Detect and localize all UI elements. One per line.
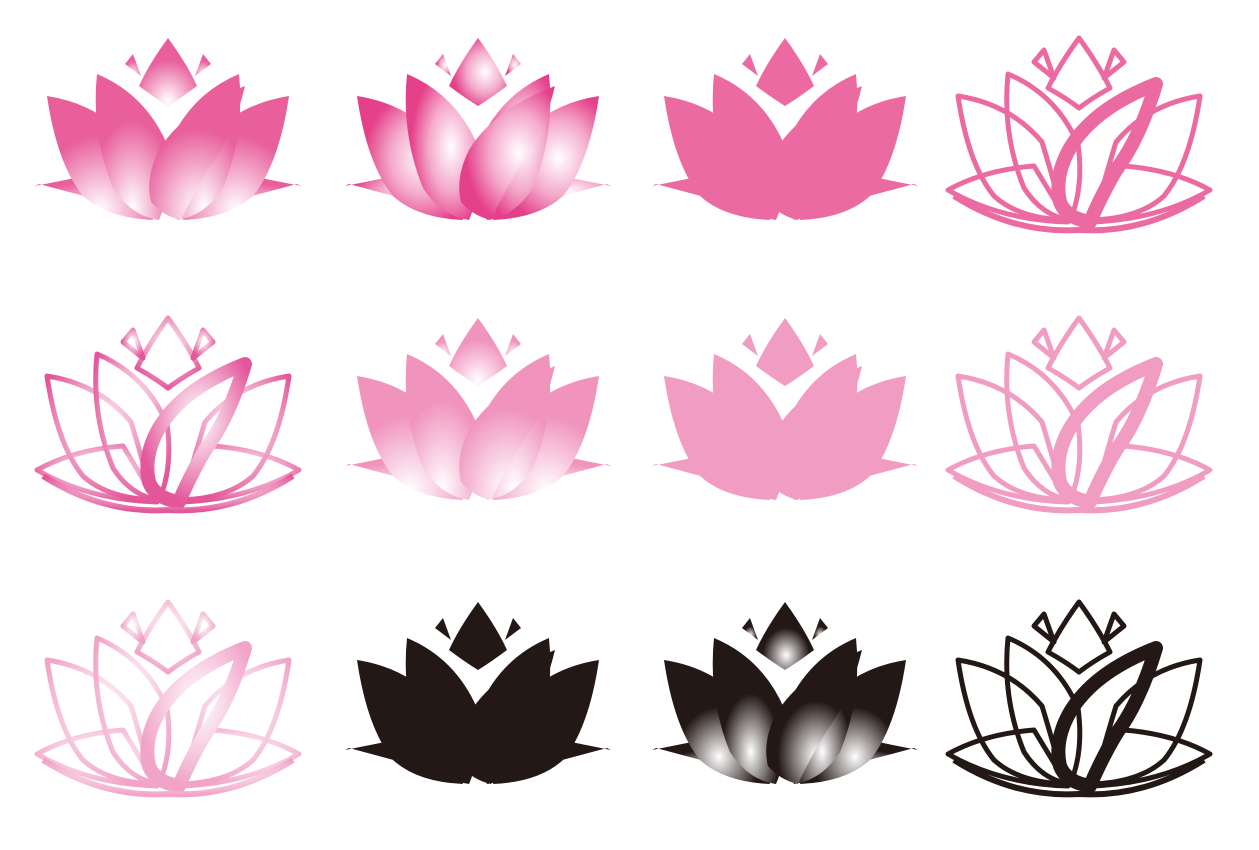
lotus-icon-gradient-center-glow xyxy=(35,38,301,220)
lotus-icon-black-glow xyxy=(652,602,918,784)
lotus-icon-outline-light-pink xyxy=(948,318,1210,510)
lotus-icon-light-gradient-glow xyxy=(345,318,611,500)
lotus-icon-solid-black xyxy=(345,602,611,784)
lotus-icon-outline-black xyxy=(948,602,1210,794)
lotus-icon-outline-pink-glow xyxy=(37,318,299,510)
lotus-icon-outline-pink xyxy=(948,38,1210,230)
lotus-icon-outline-pale-glow xyxy=(37,602,299,794)
lotus-icon-gradient-petal-shine xyxy=(345,38,611,220)
lotus-icon-solid-light-pink xyxy=(652,318,918,500)
lotus-icon-solid-pink xyxy=(652,38,918,220)
